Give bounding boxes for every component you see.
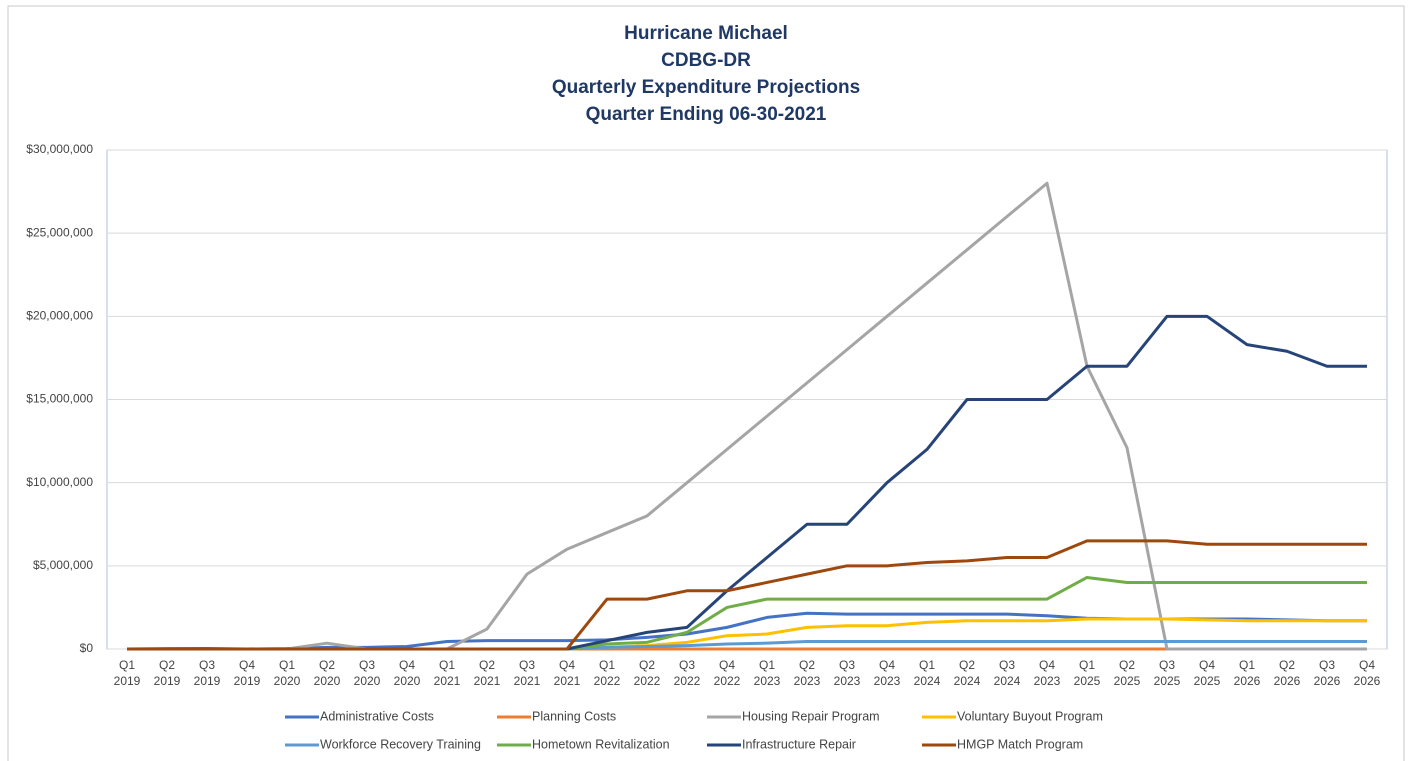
- series-line: [127, 575, 1367, 651]
- chart-title: Quarter Ending 06-30-2021: [586, 104, 827, 125]
- x-tick-label: Q2 2022: [634, 658, 661, 688]
- series-line: [127, 181, 1367, 651]
- x-tick-label: Q3 2021: [514, 658, 541, 688]
- x-tick-label: Q1 2020: [274, 658, 301, 688]
- x-tick-label: Q3 2026: [1314, 658, 1341, 688]
- x-tick-label: Q3 2019: [194, 658, 221, 688]
- x-tick-label: Q2 2020: [314, 658, 341, 688]
- chart-title: CDBG-DR: [661, 50, 751, 71]
- legend-label: Administrative Costs: [320, 709, 434, 723]
- x-tick-label: Q4 2025: [1194, 658, 1221, 688]
- x-tick-label: Q4 2021: [554, 658, 581, 688]
- x-tick-label: Q4 2022: [714, 658, 741, 688]
- x-tick-label: Q2 2021: [474, 658, 501, 688]
- x-tick-label: Q4 2023: [874, 658, 901, 688]
- legend-label: HMGP Match Program: [957, 737, 1083, 751]
- legend-label: Hometown Revitalization: [532, 737, 670, 751]
- x-tick-label: Q4 2019: [234, 658, 261, 688]
- chart-border: [7, 5, 1405, 761]
- legend-label: Planning Costs: [532, 709, 616, 723]
- legend-label: Housing Repair Program: [742, 709, 880, 723]
- y-tick-label: $30,000,000: [26, 142, 93, 156]
- x-tick-label: Q1 2025: [1074, 658, 1101, 688]
- x-tick-label: Q1 2019: [114, 658, 141, 688]
- x-tick-label: Q3 2022: [674, 658, 701, 688]
- x-tick-label: Q2 2023: [794, 658, 821, 688]
- y-tick-label: $25,000,000: [26, 225, 93, 239]
- series-line: [127, 539, 1367, 651]
- x-tick-label: Q2 2026: [1274, 658, 1301, 688]
- chart-title: Quarterly Expenditure Projections: [552, 77, 860, 98]
- x-tick-label: Q4 2026: [1354, 658, 1381, 688]
- x-tick-label: Q3 2025: [1154, 658, 1181, 688]
- chart-title: Hurricane Michael: [624, 23, 788, 44]
- y-tick-label: $5,000,000: [33, 558, 93, 572]
- legend-label: Voluntary Buyout Program: [957, 709, 1103, 723]
- y-tick-label: $0: [80, 641, 94, 655]
- x-tick-label: Q3 2024: [994, 658, 1021, 688]
- x-tick-label: Q1 2023: [754, 658, 781, 688]
- legend-label: Infrastructure Repair: [742, 737, 856, 751]
- x-tick-label: Q1 2022: [594, 658, 621, 688]
- x-tick-label: Q3 2023: [834, 658, 861, 688]
- x-tick-label: Q4 2023: [1034, 658, 1061, 688]
- x-tick-label: Q1 2026: [1234, 658, 1261, 688]
- x-tick-label: Q1 2024: [914, 658, 941, 688]
- x-tick-label: Q2 2024: [954, 658, 981, 688]
- x-tick-label: Q2 2019: [154, 658, 181, 688]
- x-tick-label: Q4 2020: [394, 658, 421, 688]
- x-tick-label: Q1 2021: [434, 658, 461, 688]
- x-tick-label: Q3 2020: [354, 658, 381, 688]
- y-tick-label: $10,000,000: [26, 475, 93, 489]
- legend-label: Workforce Recovery Training: [320, 737, 481, 751]
- y-tick-label: $15,000,000: [26, 392, 93, 406]
- y-tick-label: $20,000,000: [26, 309, 93, 323]
- x-tick-label: Q2 2025: [1114, 658, 1141, 688]
